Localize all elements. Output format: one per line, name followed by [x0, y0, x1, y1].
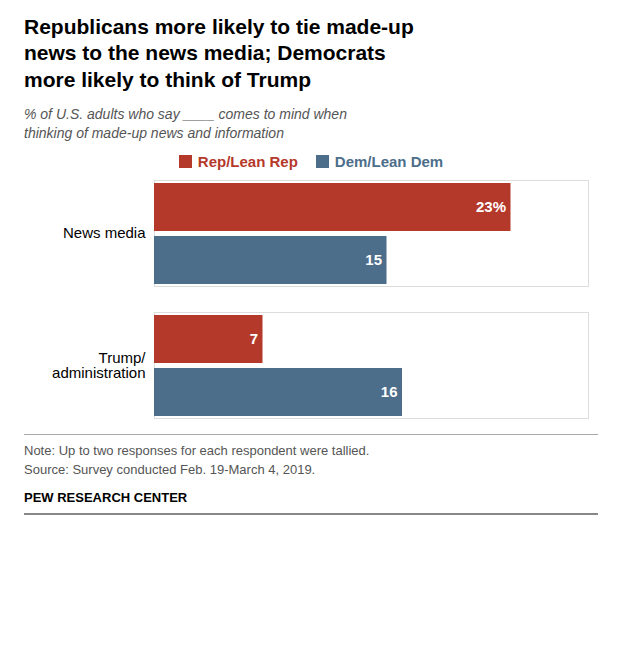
svg-text:23%: 23%	[476, 198, 506, 215]
svg-text:16: 16	[381, 383, 398, 400]
html-text:Source: Survey conducted Feb.: Source: Survey conducted Feb. 19-March 4…	[24, 462, 316, 477]
svg-text:15: 15	[365, 251, 382, 268]
html-text:% of U.S. adults who say ____: % of U.S. adults who say ____ comes to m…	[24, 105, 347, 141]
html-text:Republicans more likely to tie: Republicans more likely to tie made-up n…	[24, 15, 414, 91]
html-text:Note: Up to two responses for: Note: Up to two responses for each respo…	[24, 442, 370, 458]
svg-text:News media: News media	[63, 224, 146, 241]
html-text:PEW RESEARCH CENTER: PEW RESEARCH CENTER	[24, 489, 188, 505]
html-text:Dem/Lean Dem: Dem/Lean Dem	[334, 152, 444, 170]
svg-text:Trump/administration: Trump/administration	[52, 348, 146, 380]
html-text:Rep/Lean Rep: Rep/Lean Rep	[197, 152, 298, 170]
svg-text:7: 7	[250, 330, 258, 347]
